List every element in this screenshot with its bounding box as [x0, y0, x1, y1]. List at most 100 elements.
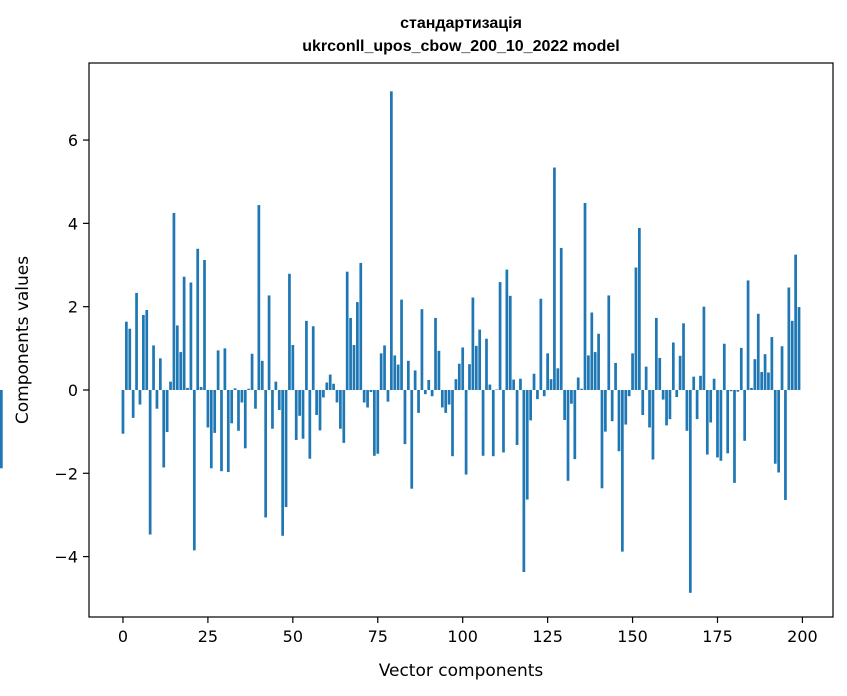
bar-44	[271, 389, 274, 429]
bar-143	[607, 295, 611, 390]
bar-95	[444, 389, 448, 413]
bar-59	[322, 389, 325, 398]
bar-13	[165, 389, 169, 433]
bar-197	[790, 320, 794, 390]
bar-50	[291, 345, 295, 390]
bar-16	[175, 325, 179, 390]
bar-163	[675, 389, 679, 398]
bar-102	[468, 364, 471, 390]
bar-117	[519, 378, 522, 390]
bar-141	[600, 389, 604, 489]
bar-67	[349, 317, 352, 390]
bar-11	[158, 358, 162, 390]
x-tick-label-75: 75	[368, 627, 388, 646]
bar-198	[794, 254, 797, 390]
bar-166	[685, 389, 689, 431]
bar-128	[556, 368, 560, 390]
bar-146	[617, 389, 621, 452]
bar-124	[542, 389, 546, 397]
bar-90	[427, 379, 431, 390]
bar-66	[345, 271, 349, 390]
bar-151	[634, 267, 638, 390]
bar-19	[186, 387, 189, 390]
bar-36	[243, 389, 247, 449]
bar-48	[284, 389, 288, 508]
bar-69	[356, 302, 359, 390]
bar-54	[305, 320, 308, 390]
plot-area-frame	[88, 62, 834, 618]
bar-112	[502, 389, 505, 453]
bar-153	[641, 389, 645, 415]
x-tick-label-200: 200	[787, 627, 818, 646]
bar-108	[488, 384, 492, 390]
bar-154	[644, 366, 648, 390]
x-tick-label-50: 50	[283, 627, 303, 646]
bar-15	[172, 212, 176, 390]
bar-135	[580, 388, 583, 390]
bar-65	[342, 389, 346, 443]
bar-121	[532, 373, 536, 390]
bar-104	[474, 345, 478, 390]
bar-1	[125, 321, 128, 390]
bar-28	[216, 350, 220, 390]
bar-71	[362, 389, 366, 403]
bar-64	[339, 389, 342, 429]
bar-30	[223, 348, 227, 390]
bar-150	[631, 353, 634, 390]
bar-123	[539, 298, 543, 390]
bar-177	[722, 343, 726, 390]
x-axis-label: Vector components	[379, 661, 544, 681]
bar-131	[566, 389, 570, 481]
bar-9	[152, 345, 155, 390]
y-tick-label--4: −4	[54, 548, 78, 567]
bar-160	[665, 389, 668, 426]
bar-147	[621, 389, 624, 552]
bar-113	[505, 269, 509, 390]
bar-22	[196, 248, 200, 390]
x-tick-label-25: 25	[198, 627, 218, 646]
bar-157	[654, 317, 658, 390]
bar-51	[294, 389, 298, 440]
bar-32	[230, 389, 234, 424]
bar-70	[359, 262, 363, 390]
bar-87	[417, 389, 420, 413]
bar-7	[145, 310, 149, 390]
bar-182	[739, 347, 743, 390]
bar-130	[563, 389, 566, 420]
bar-0	[121, 389, 125, 434]
bar-170	[699, 375, 702, 390]
bar-37	[247, 388, 251, 390]
y-tick-label-4: 4	[68, 214, 78, 233]
bar-139	[593, 352, 597, 390]
bar-41	[260, 360, 264, 390]
bar-94	[440, 389, 444, 408]
bar-192	[773, 389, 777, 464]
bar-189	[763, 354, 767, 390]
x-axis-ticks: 0 25 50 75 100 125 150 175 200	[118, 617, 818, 646]
bar-96	[447, 389, 451, 405]
bar-6	[142, 315, 145, 390]
bar-164	[678, 355, 682, 390]
bar-129	[559, 247, 563, 390]
bar-183	[743, 389, 747, 441]
bar-98	[454, 379, 458, 390]
bar-58	[318, 389, 322, 431]
y-tick-label-0: 0	[68, 381, 78, 400]
bar-39	[254, 389, 257, 409]
bar-169	[695, 389, 699, 420]
bar-60	[325, 382, 329, 390]
bar-38	[250, 353, 254, 390]
bar-63	[335, 389, 339, 403]
bar-56	[311, 326, 315, 390]
bar-144	[610, 389, 614, 422]
bar-125	[546, 353, 549, 390]
bar-126	[549, 379, 553, 390]
bar-26	[209, 389, 213, 469]
y-tick-label--2: −2	[54, 464, 78, 483]
bar-52	[298, 389, 301, 416]
bar-93	[437, 350, 441, 390]
x-tick-label-100: 100	[447, 627, 478, 646]
bar-91	[430, 389, 434, 397]
y-tick-label-2: 2	[68, 298, 78, 317]
